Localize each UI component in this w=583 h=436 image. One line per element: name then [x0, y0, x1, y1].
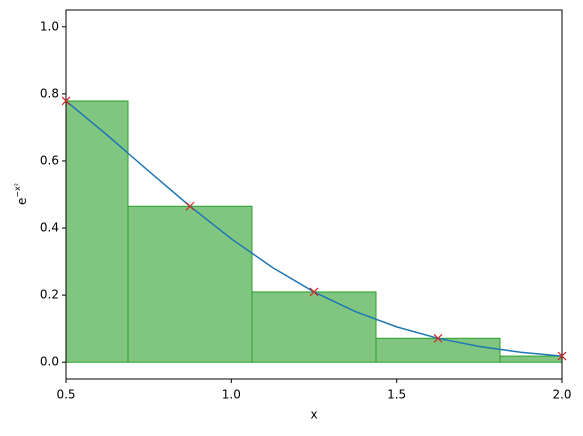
y-tick-label: 0.8: [40, 86, 59, 100]
y-tick-label: 1.0: [40, 19, 59, 33]
bar: [127, 205, 253, 363]
plot-area: [66, 100, 562, 363]
y-tick-label: 0.2: [40, 288, 59, 302]
bar: [499, 355, 562, 363]
x-axis-label: x: [310, 408, 317, 422]
marker: [433, 333, 443, 343]
marker: [557, 351, 567, 361]
y-label-exponent: −x²: [13, 183, 22, 198]
bar: [375, 337, 501, 363]
marker: [309, 287, 319, 297]
y-axis-label: e−x²: [13, 183, 29, 205]
x-tick-label: 1.0: [222, 388, 241, 402]
y-tick-label: 0.4: [40, 221, 59, 235]
y-tick-label: 0.0: [40, 355, 59, 369]
marker: [61, 96, 71, 106]
x-tick-label: 2.0: [552, 388, 571, 402]
marker: [185, 201, 195, 211]
y-label-base: e: [15, 198, 29, 205]
bar: [251, 291, 377, 363]
x-tick-label: 1.5: [387, 388, 406, 402]
axes-frame: [65, 9, 563, 380]
y-tick-label: 0.6: [40, 153, 59, 167]
x-tick-label: 0.5: [56, 388, 75, 402]
